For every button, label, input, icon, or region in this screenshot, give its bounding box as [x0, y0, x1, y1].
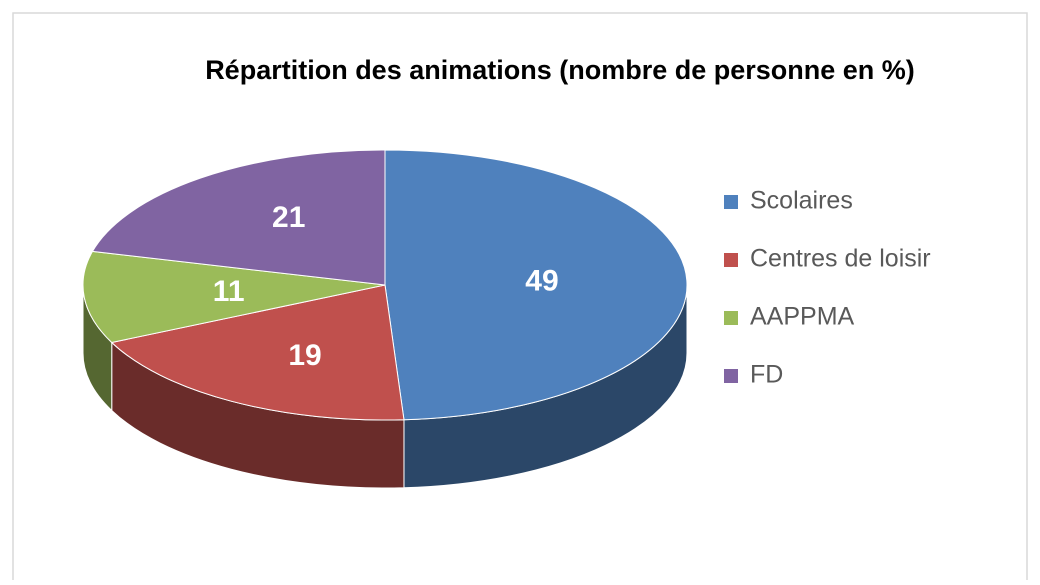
- data-label: 11: [213, 275, 245, 308]
- legend-swatch: [724, 253, 738, 267]
- legend-label: AAPPMA: [750, 303, 855, 331]
- data-label: 49: [525, 264, 558, 297]
- legend-swatch: [724, 369, 738, 383]
- legend-label: FD: [750, 361, 783, 389]
- legend-label: Scolaires: [750, 187, 853, 215]
- slice: [384, 149, 688, 421]
- legend-swatch: [724, 311, 738, 325]
- data-label: 21: [272, 201, 305, 234]
- chart-title: Répartition des animations (nombre de pe…: [205, 55, 915, 85]
- legend-label: Centres de loisir: [750, 245, 931, 273]
- legend-swatch: [724, 195, 738, 209]
- slice: [91, 149, 386, 286]
- legend: Scolaires Centres de loisir AAPPMA FD: [724, 187, 931, 389]
- slice: [110, 284, 405, 421]
- pie: 49 19 11 21: [82, 149, 688, 489]
- slice: [82, 250, 386, 344]
- data-label: 19: [288, 339, 321, 372]
